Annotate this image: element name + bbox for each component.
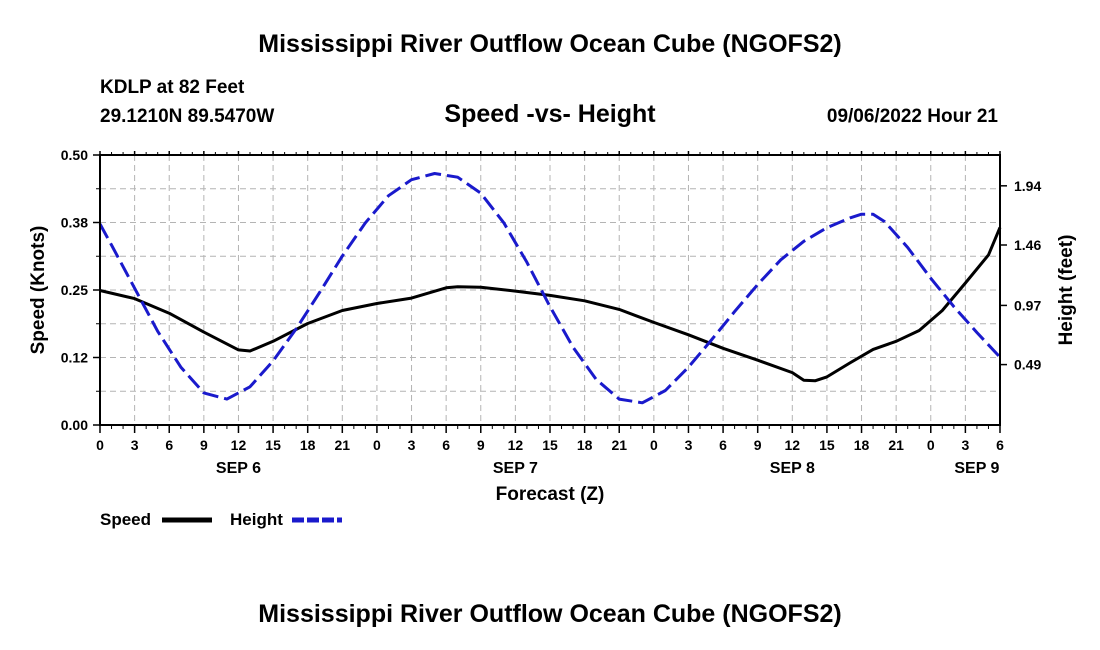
x-tick-label: 15 (819, 437, 835, 453)
x-tick-label: 6 (996, 437, 1004, 453)
footer-title: Mississippi River Outflow Ocean Cube (NG… (258, 600, 842, 628)
y2-axis-title: Height (feet) (1056, 235, 1077, 346)
legend-speed-label: Speed (100, 510, 151, 529)
x-tick-label: 3 (131, 437, 139, 453)
x-tick-label: 9 (477, 437, 485, 453)
x-tick-label: 12 (508, 437, 524, 453)
axis-labels: 0 3 6 9 12 15 18 21 0 3 6 9 12 15 18 21 0 3 6 9 12 15 18 21 0 3 6 S… (61, 147, 1042, 477)
x-tick-label: 9 (754, 437, 762, 453)
x-tick-label: 15 (542, 437, 558, 453)
page-title: Mississippi River Outflow Ocean Cube (NG… (258, 30, 842, 58)
y-tick-label: 0.00 (61, 417, 88, 433)
y-tick-label: 0.12 (61, 350, 88, 366)
x-tick-label: 0 (96, 437, 104, 453)
x-tick-label: 3 (961, 437, 969, 453)
forecast-datetime: 09/06/2022 Hour 21 (826, 106, 998, 127)
series-line-speed (99, 226, 1002, 383)
y2-tick-label: 1.94 (1014, 178, 1041, 194)
x-tick-label: 21 (335, 437, 351, 453)
plot-frame (99, 154, 1001, 426)
x-tick-label: 0 (650, 437, 658, 453)
x-tick-label: 21 (888, 437, 904, 453)
x-tick-label: 18 (577, 437, 593, 453)
x-tick-label: 6 (719, 437, 727, 453)
station-coordinates: 29.1210N 89.5470W (100, 106, 275, 127)
day-label: SEP 6 (216, 460, 261, 477)
legend: Speed Height (100, 510, 342, 529)
y2-tick-label: 1.46 (1014, 237, 1041, 253)
x-tick-label: 0 (373, 437, 381, 453)
x-tick-label: 6 (442, 437, 450, 453)
x-tick-label: 3 (408, 437, 416, 453)
x-tick-label: 15 (265, 437, 281, 453)
series-line-height (98, 172, 1002, 405)
x-tick-label: 18 (300, 437, 316, 453)
grid (100, 155, 1000, 425)
legend-height-label: Height (230, 510, 283, 529)
y2-tick-label: 0.97 (1014, 297, 1041, 313)
chart-subtitle: Speed -vs- Height (444, 100, 656, 128)
y-tick-label: 0.25 (61, 282, 88, 298)
day-label: SEP 7 (493, 460, 538, 477)
y-tick-label: 0.38 (61, 215, 88, 231)
series (98, 172, 1002, 405)
y-axis-title: Speed (Knots) (28, 226, 49, 355)
x-tick-label: 9 (200, 437, 208, 453)
y2-tick-label: 0.49 (1014, 357, 1041, 373)
day-label: SEP 9 (954, 460, 999, 477)
x-axis-title: Forecast (Z) (496, 484, 605, 505)
station-label: KDLP at 82 Feet (100, 77, 245, 98)
x-tick-label: 12 (785, 437, 801, 453)
y-tick-label: 0.50 (61, 147, 88, 163)
x-tick-label: 18 (854, 437, 870, 453)
x-tick-label: 0 (927, 437, 935, 453)
x-tick-label: 3 (685, 437, 693, 453)
x-tick-label: 21 (611, 437, 627, 453)
x-tick-label: 12 (231, 437, 247, 453)
day-label: SEP 8 (770, 460, 815, 477)
x-tick-label: 6 (165, 437, 173, 453)
